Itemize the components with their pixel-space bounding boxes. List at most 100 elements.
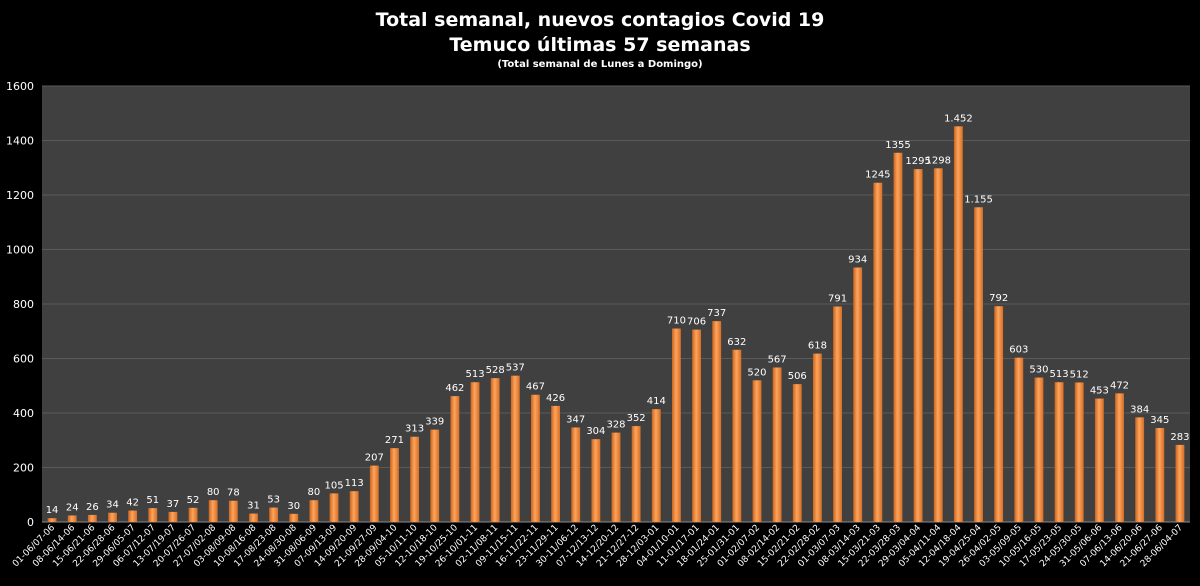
bar [571, 427, 581, 522]
bar [108, 512, 117, 522]
data-label: 328 [606, 420, 625, 431]
y-tick-label: 1600 [6, 80, 34, 93]
bar [772, 367, 782, 522]
y-tick-label: 400 [13, 407, 34, 420]
data-label: 30 [287, 501, 300, 512]
bar [692, 329, 701, 522]
data-label: 1298 [926, 155, 951, 166]
bar [450, 396, 460, 522]
bar [994, 306, 1004, 522]
data-label: 42 [126, 498, 139, 509]
data-label: 567 [768, 354, 787, 365]
bar [853, 267, 863, 522]
bar [128, 510, 138, 522]
data-label: 1.452 [944, 113, 973, 124]
bar [329, 493, 339, 522]
bar [671, 328, 681, 522]
data-label: 80 [308, 487, 321, 498]
data-label: 467 [526, 382, 545, 393]
chart-title: Total semanal, nuevos contagios Covid 19 [375, 9, 825, 31]
bar [269, 507, 279, 522]
data-label: 53 [267, 495, 280, 506]
chart-subtitle: Temuco últimas 57 semanas [449, 34, 751, 56]
data-label: 632 [727, 337, 746, 348]
data-label: 426 [546, 393, 565, 404]
bar [551, 405, 561, 522]
bar [1094, 398, 1104, 522]
data-label: 472 [1110, 380, 1129, 391]
bar [1014, 357, 1024, 522]
bar [289, 513, 299, 522]
bar [531, 394, 540, 522]
chart-note: (Total semanal de Lunes a Domingo) [497, 59, 703, 70]
bar [510, 375, 520, 522]
data-label: 1355 [885, 140, 910, 151]
bar [87, 514, 97, 522]
data-label: 352 [627, 413, 646, 424]
data-label: 78 [227, 488, 240, 499]
bar [309, 500, 319, 522]
y-tick-label: 1400 [6, 135, 34, 148]
data-label: 520 [747, 367, 766, 378]
data-label: 710 [667, 316, 686, 327]
bar [631, 426, 641, 522]
bar [1175, 444, 1185, 522]
data-label: 345 [1150, 415, 1169, 426]
bar [933, 168, 943, 523]
data-label: 105 [324, 480, 343, 491]
bar [1155, 427, 1165, 522]
bar [1135, 417, 1145, 522]
bar [1115, 393, 1124, 522]
data-label: 414 [647, 396, 666, 407]
data-label: 1245 [865, 170, 890, 181]
data-label: 1295 [905, 156, 930, 167]
bar [168, 511, 178, 522]
bar [490, 378, 500, 522]
data-label: 14 [46, 505, 59, 516]
bar [651, 409, 661, 522]
data-label: 313 [405, 424, 424, 435]
data-label: 603 [1009, 345, 1028, 356]
bar [430, 429, 440, 522]
bar [67, 515, 77, 522]
bar [611, 432, 621, 522]
data-label: 51 [146, 495, 159, 506]
data-label: 339 [425, 417, 444, 428]
bar [369, 465, 379, 522]
bar [792, 384, 802, 522]
bar [873, 182, 883, 523]
data-label: 512 [1070, 369, 1089, 380]
data-label: 113 [345, 478, 364, 489]
data-label: 528 [486, 365, 505, 376]
data-label: 537 [506, 363, 525, 374]
data-label: 791 [828, 293, 847, 304]
bar [712, 321, 722, 522]
bar [208, 500, 218, 522]
data-label: 207 [365, 453, 384, 464]
data-label: 462 [445, 383, 464, 394]
bar [470, 382, 480, 522]
bar [732, 349, 742, 522]
data-label: 80 [207, 487, 220, 498]
data-label: 37 [167, 499, 180, 510]
data-label: 271 [385, 435, 404, 446]
data-label: 384 [1130, 404, 1149, 415]
data-label: 737 [707, 308, 726, 319]
bar [410, 436, 420, 522]
bar [390, 448, 399, 522]
data-label: 513 [1050, 369, 1069, 380]
y-tick-label: 600 [13, 353, 34, 366]
data-label: 304 [586, 426, 605, 437]
data-label: 347 [566, 414, 585, 425]
data-label: 26 [86, 502, 99, 513]
data-label: 934 [848, 254, 867, 265]
y-tick-label: 1000 [6, 244, 34, 257]
bar [833, 306, 842, 522]
data-label: 530 [1029, 365, 1048, 376]
bar [974, 207, 983, 522]
data-label: 283 [1170, 432, 1189, 443]
data-label: 618 [808, 341, 827, 352]
data-label: 52 [187, 495, 200, 506]
